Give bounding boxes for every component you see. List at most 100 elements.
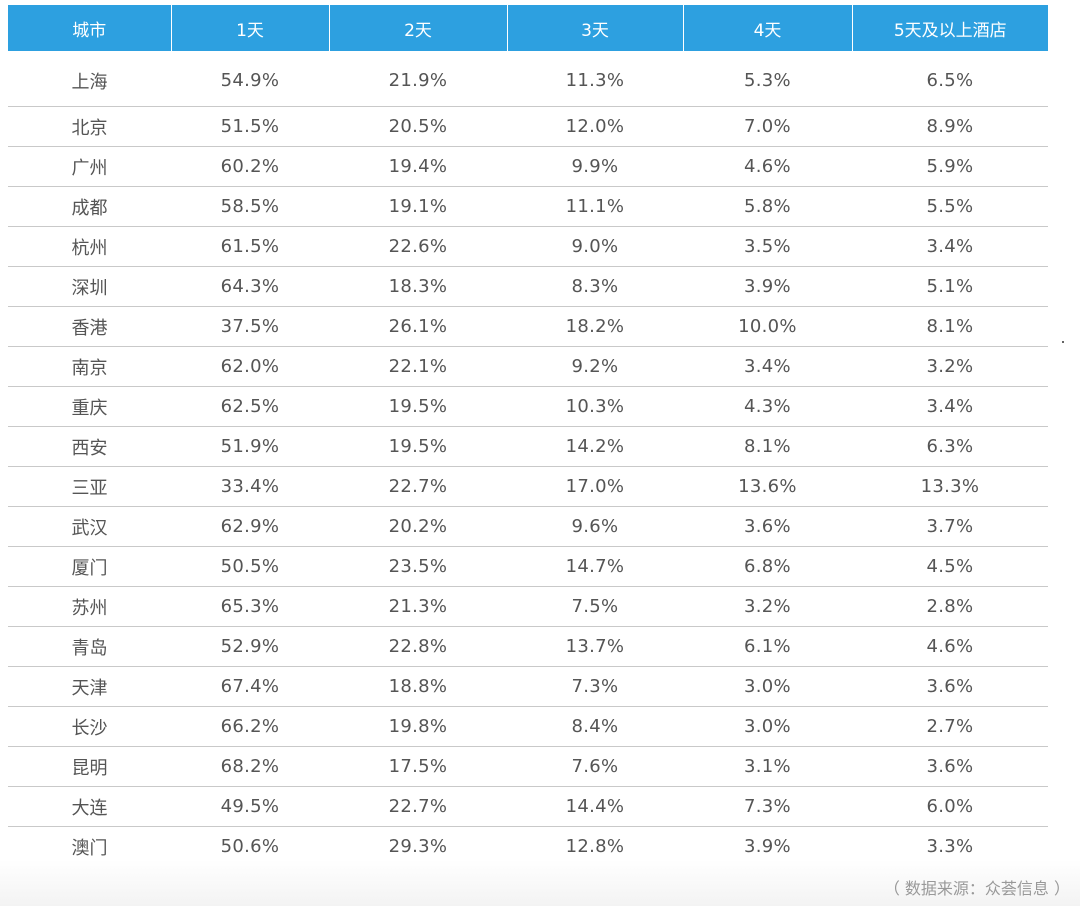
percent-cell: 22.8%: [329, 626, 507, 667]
city-cell: 成都: [8, 186, 171, 227]
percent-cell: 67.4%: [171, 666, 329, 707]
percent-cell: 21.9%: [329, 51, 507, 107]
table-row: 成都 58.5% 19.1% 11.1% 5.8% 5.5%: [8, 186, 1048, 227]
city-cell: 厦门: [8, 546, 171, 587]
percent-cell: 22.1%: [329, 346, 507, 387]
percent-cell: 14.2%: [507, 426, 683, 467]
percent-cell: 23.5%: [329, 546, 507, 587]
percent-cell: 7.3%: [683, 786, 852, 827]
percent-cell: 3.6%: [852, 746, 1048, 787]
stray-dot: [1062, 341, 1064, 343]
percent-cell: 60.2%: [171, 146, 329, 187]
percent-cell: 10.0%: [683, 306, 852, 347]
city-cell: 上海: [8, 51, 171, 107]
percent-cell: 62.5%: [171, 386, 329, 427]
city-cell: 天津: [8, 666, 171, 707]
percent-cell: 3.4%: [683, 346, 852, 387]
city-cell: 三亚: [8, 466, 171, 507]
city-cell: 西安: [8, 426, 171, 467]
percent-cell: 6.1%: [683, 626, 852, 667]
city-cell: 青岛: [8, 626, 171, 667]
percent-cell: 4.5%: [852, 546, 1048, 587]
percent-cell: 3.0%: [683, 666, 852, 707]
table-row: 武汉 62.9% 20.2% 9.6% 3.6% 3.7%: [8, 506, 1048, 547]
table-row: 重庆 62.5% 19.5% 10.3% 4.3% 3.4%: [8, 386, 1048, 427]
percent-cell: 6.0%: [852, 786, 1048, 827]
city-cell: 杭州: [8, 226, 171, 267]
percent-cell: 4.6%: [683, 146, 852, 187]
table-body: 上海 54.9% 21.9% 11.3% 5.3% 6.5% 北京 51.5% 20.5% 12.…: [8, 51, 1048, 867]
table-header-row: 城市 1天 2天 3天 4天 5天及以上酒店: [8, 5, 1048, 51]
city-cell: 长沙: [8, 706, 171, 747]
percent-cell: 20.5%: [329, 106, 507, 147]
table-row: 苏州 65.3% 21.3% 7.5% 3.2% 2.8%: [8, 586, 1048, 627]
percent-cell: 5.1%: [852, 266, 1048, 307]
table-row: 厦门 50.5% 23.5% 14.7% 6.8% 4.5%: [8, 546, 1048, 587]
percent-cell: 52.9%: [171, 626, 329, 667]
percent-cell: 7.3%: [507, 666, 683, 707]
percent-cell: 51.5%: [171, 106, 329, 147]
percent-cell: 6.3%: [852, 426, 1048, 467]
percent-cell: 49.5%: [171, 786, 329, 827]
table-row: 南京 62.0% 22.1% 9.2% 3.4% 3.2%: [8, 346, 1048, 387]
table-row: 三亚 33.4% 22.7% 17.0% 13.6% 13.3%: [8, 466, 1048, 507]
city-cell: 南京: [8, 346, 171, 387]
percent-cell: 21.3%: [329, 586, 507, 627]
percent-cell: 3.4%: [852, 386, 1048, 427]
percent-cell: 51.9%: [171, 426, 329, 467]
table-row: 青岛 52.9% 22.8% 13.7% 6.1% 4.6%: [8, 626, 1048, 667]
percent-cell: 18.2%: [507, 306, 683, 347]
percent-cell: 3.4%: [852, 226, 1048, 267]
percent-cell: 58.5%: [171, 186, 329, 227]
percent-cell: 33.4%: [171, 466, 329, 507]
data-table: 城市 1天 2天 3天 4天 5天及以上酒店 上海 54.9% 21.9% 11.3% 5.3% 6…: [8, 5, 1048, 867]
table-row: 深圳 64.3% 18.3% 8.3% 3.9% 5.1%: [8, 266, 1048, 307]
percent-cell: 8.1%: [683, 426, 852, 467]
percent-cell: 3.6%: [683, 506, 852, 547]
percent-cell: 19.8%: [329, 706, 507, 747]
percent-cell: 7.5%: [507, 586, 683, 627]
percent-cell: 5.5%: [852, 186, 1048, 227]
percent-cell: 66.2%: [171, 706, 329, 747]
column-header-2: 2天: [329, 5, 508, 51]
table-row: 杭州 61.5% 22.6% 9.0% 3.5% 3.4%: [8, 226, 1048, 267]
percent-cell: 14.4%: [507, 786, 683, 827]
percent-cell: 9.9%: [507, 146, 683, 187]
percent-cell: 61.5%: [171, 226, 329, 267]
table-row: 西安 51.9% 19.5% 14.2% 8.1% 6.3%: [8, 426, 1048, 467]
column-header-0: 城市: [8, 5, 172, 51]
source-bar: [0, 860, 1080, 906]
percent-cell: 22.7%: [329, 786, 507, 827]
percent-cell: 37.5%: [171, 306, 329, 347]
table-row: 昆明 68.2% 17.5% 7.6% 3.1% 3.6%: [8, 746, 1048, 787]
city-cell: 重庆: [8, 386, 171, 427]
percent-cell: 19.5%: [329, 426, 507, 467]
city-cell: 深圳: [8, 266, 171, 307]
percent-cell: 12.0%: [507, 106, 683, 147]
percent-cell: 5.9%: [852, 146, 1048, 187]
city-cell: 昆明: [8, 746, 171, 787]
percent-cell: 4.3%: [683, 386, 852, 427]
table-row: 北京 51.5% 20.5% 12.0% 7.0% 8.9%: [8, 106, 1048, 147]
percent-cell: 3.6%: [852, 666, 1048, 707]
percent-cell: 8.4%: [507, 706, 683, 747]
percent-cell: 68.2%: [171, 746, 329, 787]
percent-cell: 7.6%: [507, 746, 683, 787]
city-cell: 香港: [8, 306, 171, 347]
percent-cell: 5.8%: [683, 186, 852, 227]
percent-cell: 19.4%: [329, 146, 507, 187]
percent-cell: 19.5%: [329, 386, 507, 427]
percent-cell: 3.5%: [683, 226, 852, 267]
percent-cell: 9.6%: [507, 506, 683, 547]
percent-cell: 13.7%: [507, 626, 683, 667]
percent-cell: 17.5%: [329, 746, 507, 787]
percent-cell: 2.7%: [852, 706, 1048, 747]
table-row: 天津 67.4% 18.8% 7.3% 3.0% 3.6%: [8, 666, 1048, 707]
table-row: 长沙 66.2% 19.8% 8.4% 3.0% 2.7%: [8, 706, 1048, 747]
table-row: 香港 37.5% 26.1% 18.2% 10.0% 8.1%: [8, 306, 1048, 347]
percent-cell: 3.1%: [683, 746, 852, 787]
column-header-5: 5天及以上酒店: [852, 5, 1048, 51]
source-note: （ 数据来源：众荟信息 ）: [883, 879, 1070, 898]
percent-cell: 65.3%: [171, 586, 329, 627]
percent-cell: 11.3%: [507, 51, 683, 107]
